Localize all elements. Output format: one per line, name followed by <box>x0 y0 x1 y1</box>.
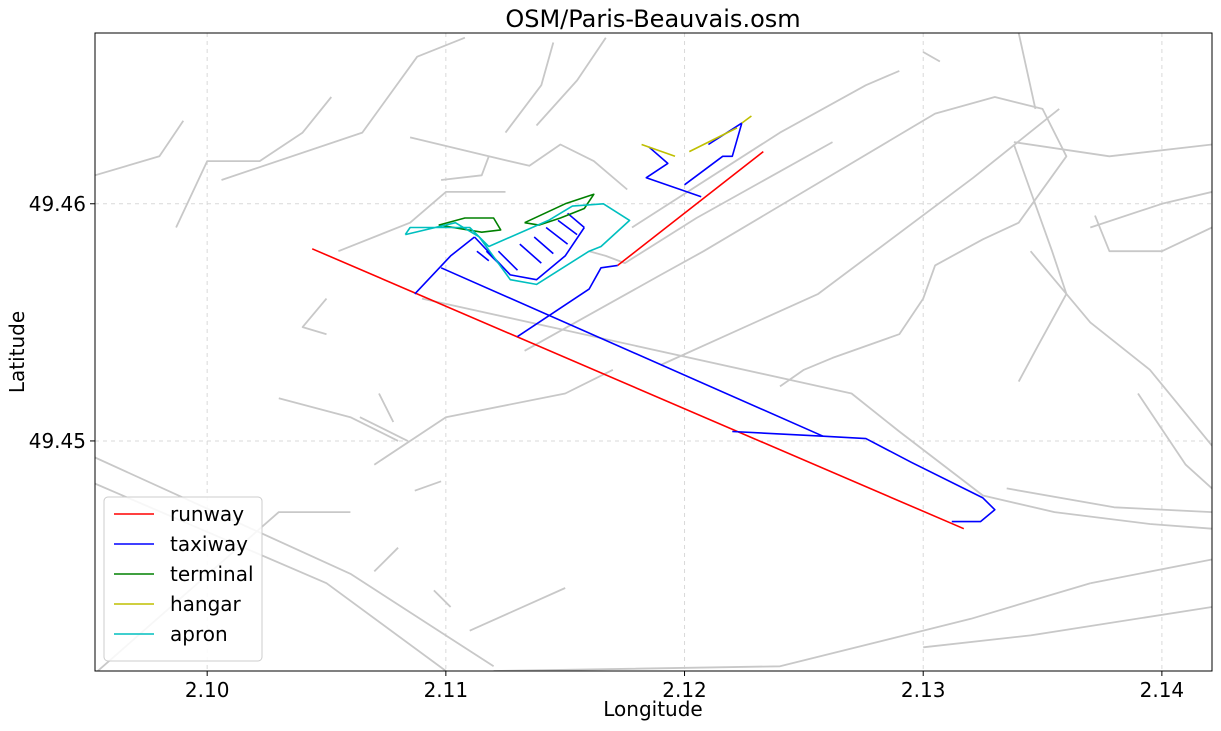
road-line <box>524 96 1068 388</box>
y-axis-label: Latitude <box>5 311 29 393</box>
taxiway-line <box>645 146 702 198</box>
runway-line <box>311 248 965 530</box>
road-line <box>1090 558 1212 585</box>
road-line <box>588 141 833 265</box>
x-tick-label: 2.11 <box>424 678 469 702</box>
legend-box <box>103 496 263 662</box>
road-line <box>95 456 495 668</box>
road-line <box>221 36 466 181</box>
road-line <box>421 297 1212 530</box>
road-line <box>1006 487 1212 513</box>
road-line <box>95 120 185 177</box>
road-line <box>373 368 614 466</box>
road-line <box>440 155 490 181</box>
road-line <box>922 51 941 63</box>
taxiway-line <box>545 226 569 245</box>
runway-line <box>617 150 764 267</box>
x-tick-label: 2.14 <box>1140 678 1185 702</box>
road-line <box>338 190 506 253</box>
legend-label-hangar: hangar <box>170 592 242 616</box>
road-line <box>1094 215 1212 253</box>
hangar-line <box>688 127 738 153</box>
plot-area <box>95 33 1212 671</box>
road-line <box>535 37 607 127</box>
x-axis-label: Longitude <box>603 697 702 721</box>
road-line <box>1029 250 1212 447</box>
road-line <box>504 42 555 134</box>
road-line <box>469 587 566 632</box>
road-line <box>433 589 452 608</box>
taxiway-line <box>519 243 542 264</box>
x-tick-label: 2.13 <box>901 678 946 702</box>
taxiway-line <box>533 236 554 255</box>
apron-line <box>404 203 631 286</box>
road-line <box>278 397 399 442</box>
x-tick-label: 2.10 <box>185 678 230 702</box>
road-line <box>1137 392 1212 490</box>
road-line <box>175 96 333 228</box>
road-line <box>301 298 328 336</box>
legend-label-apron: apron <box>170 622 228 646</box>
road-line <box>373 547 399 573</box>
road-line <box>1017 33 1037 110</box>
road-line <box>493 582 1091 671</box>
axes: 2.10 2.11 2.12 2.13 2.14 49.45 49.46 <box>29 192 1184 702</box>
road-line <box>1013 141 1212 158</box>
legend-label-runway: runway <box>170 502 244 526</box>
legend-label-terminal: terminal <box>170 562 254 586</box>
taxiway-line <box>497 250 519 271</box>
road-line <box>359 416 409 442</box>
terminal-line <box>438 217 502 233</box>
road-line <box>378 393 395 423</box>
legend: runway taxiway terminal hangar apron <box>103 496 263 662</box>
plot-frame <box>94 32 1213 672</box>
road-line <box>409 136 628 191</box>
road-line <box>414 480 442 492</box>
taxiway-line <box>557 219 578 236</box>
taxiway-line <box>732 430 824 437</box>
road-line <box>631 70 900 229</box>
road-line <box>923 606 1212 649</box>
taxiway-line <box>414 236 475 295</box>
taxiway-line <box>476 250 490 262</box>
taxiway-line <box>567 212 585 229</box>
x-tick-label: 2.12 <box>662 678 707 702</box>
hangar-line <box>641 143 676 158</box>
taxiway-line <box>440 267 996 523</box>
hangar-line <box>741 115 752 124</box>
y-tick-label: 49.45 <box>29 429 86 453</box>
road-line <box>1090 191 1212 229</box>
y-tick-label: 49.46 <box>29 192 86 216</box>
legend-label-taxiway: taxiway <box>170 532 248 556</box>
chart-title: OSM/Paris-Beauvais.osm <box>505 5 800 33</box>
taxiway-line <box>517 264 618 338</box>
